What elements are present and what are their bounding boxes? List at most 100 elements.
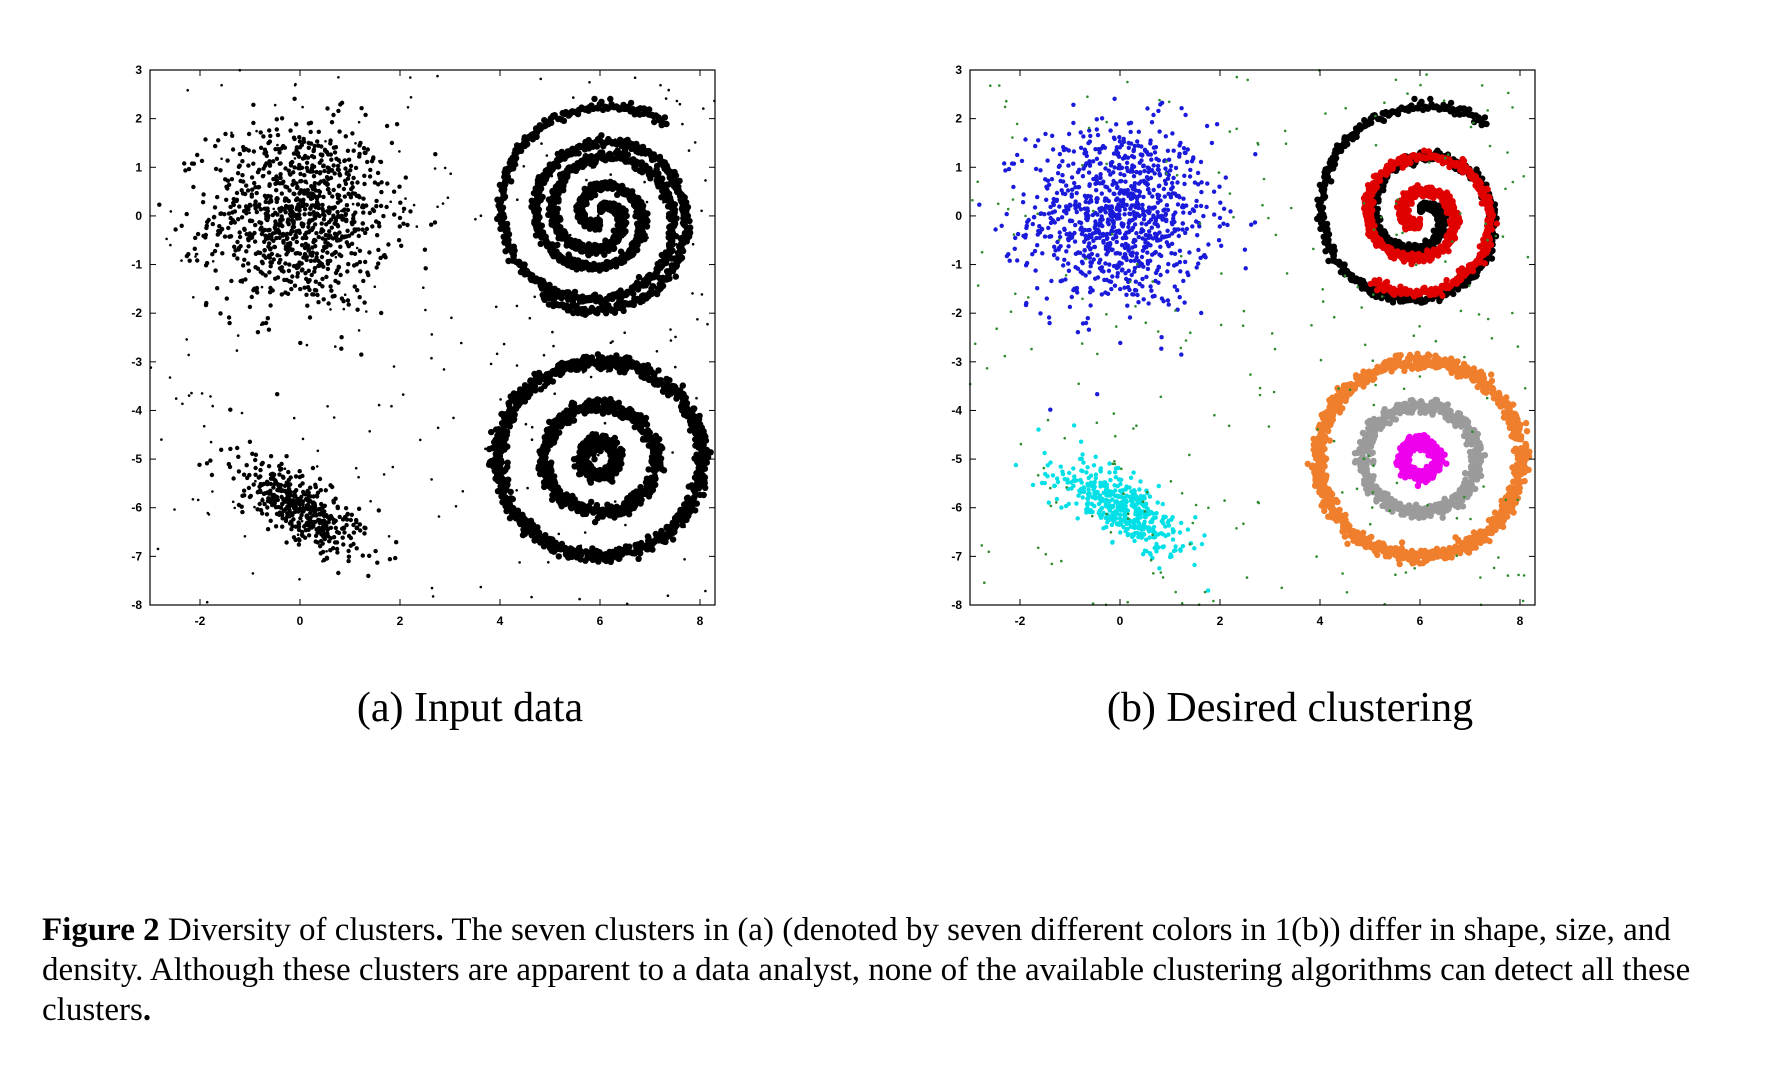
data-point <box>212 248 218 254</box>
data-point <box>285 242 290 248</box>
data-point <box>328 525 334 530</box>
data-point <box>544 430 551 437</box>
data-point <box>203 302 209 308</box>
data-point <box>304 292 309 297</box>
data-point <box>362 173 367 178</box>
data-point <box>342 194 347 199</box>
data-point <box>307 229 312 234</box>
data-point <box>605 404 613 412</box>
data-point <box>302 232 308 237</box>
data-point <box>353 210 358 215</box>
data-point <box>332 205 337 210</box>
data-point <box>239 504 244 509</box>
data-point <box>569 302 576 309</box>
data-point <box>337 230 342 235</box>
data-point <box>284 454 289 459</box>
data-point <box>486 445 493 453</box>
data-point <box>405 222 410 228</box>
data-point <box>571 503 578 511</box>
data-point <box>329 225 334 230</box>
data-point <box>337 514 342 520</box>
data-point <box>279 466 284 472</box>
data-point <box>399 243 404 248</box>
data-point <box>255 507 260 512</box>
data-point <box>323 526 328 531</box>
data-point <box>236 164 242 169</box>
data-point <box>345 269 350 274</box>
data-point <box>397 184 402 189</box>
data-point <box>299 165 305 170</box>
data-point <box>322 168 327 174</box>
data-point <box>253 199 258 204</box>
data-point <box>297 496 302 502</box>
data-point <box>317 476 323 482</box>
data-point <box>287 262 292 267</box>
data-point <box>246 163 251 168</box>
data-point <box>302 212 307 217</box>
data-point <box>298 286 303 292</box>
data-point <box>319 254 325 260</box>
data-point <box>350 231 355 236</box>
data-point <box>184 211 189 217</box>
data-point <box>184 253 190 259</box>
data-point <box>319 221 324 226</box>
data-point <box>297 474 302 480</box>
data-point <box>329 288 334 293</box>
data-point <box>429 222 434 227</box>
data-point <box>273 226 278 232</box>
series-gaussian-blob <box>157 96 438 412</box>
data-point <box>332 171 337 176</box>
data-point <box>285 498 290 503</box>
data-point <box>318 488 323 493</box>
data-point <box>637 424 645 431</box>
data-point <box>305 303 310 308</box>
data-point <box>298 516 303 521</box>
data-point <box>228 220 234 226</box>
data-point <box>325 106 330 111</box>
data-point <box>291 170 296 175</box>
data-point <box>327 229 332 234</box>
data-point <box>272 481 277 487</box>
data-point <box>494 432 501 439</box>
data-point <box>307 517 313 523</box>
data-point <box>273 276 278 281</box>
data-point <box>291 224 297 230</box>
data-point <box>598 132 605 139</box>
data-point <box>305 285 311 290</box>
data-point <box>642 414 650 422</box>
data-point <box>346 558 351 564</box>
data-point <box>357 259 363 265</box>
data-point <box>288 161 294 166</box>
data-point <box>334 546 340 552</box>
data-point <box>651 118 658 126</box>
data-point <box>328 536 333 541</box>
data-point <box>310 203 316 208</box>
series-ring <box>570 431 626 486</box>
data-point <box>360 221 365 226</box>
data-point <box>239 188 244 193</box>
data-point <box>316 518 321 523</box>
data-point <box>286 493 292 498</box>
data-point <box>341 525 346 530</box>
data-point <box>328 548 333 553</box>
data-point <box>280 217 285 222</box>
data-point <box>342 530 347 535</box>
data-point <box>639 436 647 443</box>
data-point <box>316 181 322 186</box>
data-point <box>565 251 572 258</box>
data-point <box>290 212 295 218</box>
data-point <box>320 284 325 289</box>
data-point <box>281 475 286 480</box>
data-point <box>308 494 313 499</box>
data-point <box>594 351 602 358</box>
data-point <box>292 96 297 101</box>
data-point <box>351 522 356 528</box>
data-point <box>507 409 514 416</box>
data-point <box>618 405 625 413</box>
data-point <box>348 168 353 173</box>
data-point <box>320 202 325 208</box>
data-point <box>330 484 335 490</box>
data-point <box>368 167 373 173</box>
data-point <box>607 95 614 103</box>
